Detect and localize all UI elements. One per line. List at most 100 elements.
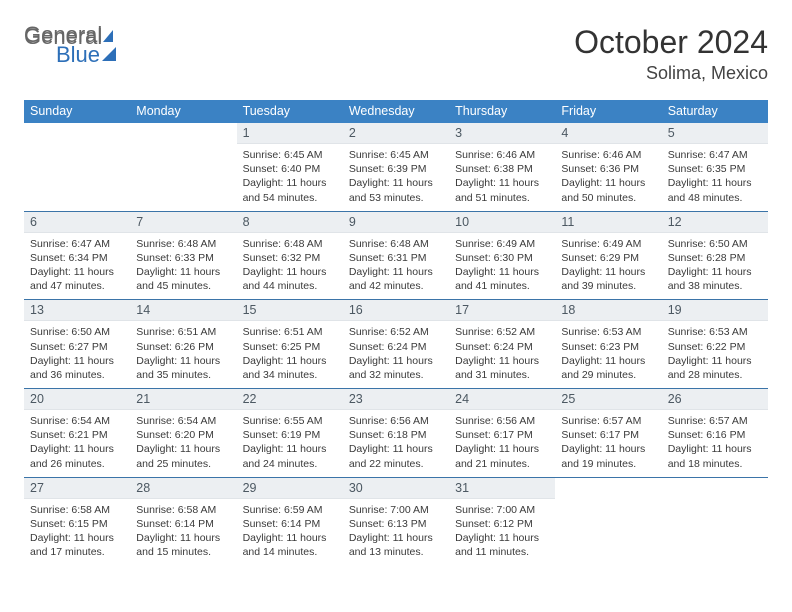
day-cell: 31Sunrise: 7:00 AMSunset: 6:12 PMDayligh… <box>449 478 555 566</box>
daylight-text: Daylight: 11 hours and 13 minutes. <box>349 531 443 559</box>
day-details: Sunrise: 6:45 AMSunset: 6:39 PMDaylight:… <box>343 144 449 211</box>
day-header: Saturday <box>662 100 768 123</box>
sunrise-text: Sunrise: 7:00 AM <box>455 503 549 517</box>
sunrise-text: Sunrise: 6:56 AM <box>455 414 549 428</box>
location-label: Solima, Mexico <box>574 63 768 84</box>
daylight-text: Daylight: 11 hours and 42 minutes. <box>349 265 443 293</box>
calendar: Sunday Monday Tuesday Wednesday Thursday… <box>24 100 768 565</box>
sunset-text: Sunset: 6:24 PM <box>455 340 549 354</box>
date-number: 27 <box>24 478 130 499</box>
day-details: Sunrise: 6:50 AMSunset: 6:28 PMDaylight:… <box>662 233 768 300</box>
day-cell: 23Sunrise: 6:56 AMSunset: 6:18 PMDayligh… <box>343 389 449 477</box>
sunrise-text: Sunrise: 6:48 AM <box>349 237 443 251</box>
date-number: 3 <box>449 123 555 144</box>
day-details: Sunrise: 6:48 AMSunset: 6:32 PMDaylight:… <box>237 233 343 300</box>
month-title: October 2024 <box>574 24 768 61</box>
sunset-text: Sunset: 6:28 PM <box>668 251 762 265</box>
day-details: Sunrise: 6:46 AMSunset: 6:36 PMDaylight:… <box>555 144 661 211</box>
sunrise-text: Sunrise: 6:55 AM <box>243 414 337 428</box>
sunrise-text: Sunrise: 6:52 AM <box>455 325 549 339</box>
daylight-text: Daylight: 11 hours and 21 minutes. <box>455 442 549 470</box>
day-cell: 22Sunrise: 6:55 AMSunset: 6:19 PMDayligh… <box>237 389 343 477</box>
daylight-text: Daylight: 11 hours and 48 minutes. <box>668 176 762 204</box>
date-number: 4 <box>555 123 661 144</box>
daylight-text: Daylight: 11 hours and 51 minutes. <box>455 176 549 204</box>
day-details: Sunrise: 6:54 AMSunset: 6:21 PMDaylight:… <box>24 410 130 477</box>
date-number: 28 <box>130 478 236 499</box>
daylight-text: Daylight: 11 hours and 11 minutes. <box>455 531 549 559</box>
sunset-text: Sunset: 6:32 PM <box>243 251 337 265</box>
day-cell: 18Sunrise: 6:53 AMSunset: 6:23 PMDayligh… <box>555 300 661 388</box>
sunrise-text: Sunrise: 6:47 AM <box>668 148 762 162</box>
sunrise-text: Sunrise: 6:45 AM <box>243 148 337 162</box>
sunrise-text: Sunrise: 6:54 AM <box>30 414 124 428</box>
date-number: 29 <box>237 478 343 499</box>
calendar-week: 20Sunrise: 6:54 AMSunset: 6:21 PMDayligh… <box>24 388 768 477</box>
day-details: Sunrise: 6:51 AMSunset: 6:25 PMDaylight:… <box>237 321 343 388</box>
day-cell: 15Sunrise: 6:51 AMSunset: 6:25 PMDayligh… <box>237 300 343 388</box>
header: General October 2024 Solima, Mexico <box>24 24 768 84</box>
day-cell: 29Sunrise: 6:59 AMSunset: 6:14 PMDayligh… <box>237 478 343 566</box>
day-cell: 20Sunrise: 6:54 AMSunset: 6:21 PMDayligh… <box>24 389 130 477</box>
day-cell: 21Sunrise: 6:54 AMSunset: 6:20 PMDayligh… <box>130 389 236 477</box>
sunset-text: Sunset: 6:21 PM <box>30 428 124 442</box>
sunset-text: Sunset: 6:35 PM <box>668 162 762 176</box>
day-details: Sunrise: 6:56 AMSunset: 6:18 PMDaylight:… <box>343 410 449 477</box>
date-number: 23 <box>343 389 449 410</box>
calendar-week: 27Sunrise: 6:58 AMSunset: 6:15 PMDayligh… <box>24 477 768 566</box>
day-cell: 24Sunrise: 6:56 AMSunset: 6:17 PMDayligh… <box>449 389 555 477</box>
day-cell: 12Sunrise: 6:50 AMSunset: 6:28 PMDayligh… <box>662 212 768 300</box>
sunset-text: Sunset: 6:18 PM <box>349 428 443 442</box>
daylight-text: Daylight: 11 hours and 38 minutes. <box>668 265 762 293</box>
day-details: Sunrise: 6:57 AMSunset: 6:17 PMDaylight:… <box>555 410 661 477</box>
day-cell: 13Sunrise: 6:50 AMSunset: 6:27 PMDayligh… <box>24 300 130 388</box>
sunset-text: Sunset: 6:36 PM <box>561 162 655 176</box>
day-cell <box>130 123 236 211</box>
daylight-text: Daylight: 11 hours and 47 minutes. <box>30 265 124 293</box>
day-header: Tuesday <box>237 100 343 123</box>
day-details: Sunrise: 6:57 AMSunset: 6:16 PMDaylight:… <box>662 410 768 477</box>
brand-logo-full: General Blue <box>24 24 116 66</box>
day-details: Sunrise: 6:49 AMSunset: 6:29 PMDaylight:… <box>555 233 661 300</box>
sunrise-text: Sunrise: 6:52 AM <box>349 325 443 339</box>
day-cell <box>662 478 768 566</box>
date-number: 11 <box>555 212 661 233</box>
date-number: 14 <box>130 300 236 321</box>
day-details: Sunrise: 6:52 AMSunset: 6:24 PMDaylight:… <box>343 321 449 388</box>
day-details: Sunrise: 6:52 AMSunset: 6:24 PMDaylight:… <box>449 321 555 388</box>
sunset-text: Sunset: 6:27 PM <box>30 340 124 354</box>
sunset-text: Sunset: 6:26 PM <box>136 340 230 354</box>
sunset-text: Sunset: 6:30 PM <box>455 251 549 265</box>
sunset-text: Sunset: 6:29 PM <box>561 251 655 265</box>
brand-text-blue: Blue <box>56 42 100 67</box>
daylight-text: Daylight: 11 hours and 18 minutes. <box>668 442 762 470</box>
date-number: 15 <box>237 300 343 321</box>
day-details: Sunrise: 7:00 AMSunset: 6:12 PMDaylight:… <box>449 499 555 566</box>
day-details: Sunrise: 6:53 AMSunset: 6:23 PMDaylight:… <box>555 321 661 388</box>
sunset-text: Sunset: 6:31 PM <box>349 251 443 265</box>
sunset-text: Sunset: 6:38 PM <box>455 162 549 176</box>
date-number: 18 <box>555 300 661 321</box>
date-number: 21 <box>130 389 236 410</box>
day-cell <box>24 123 130 211</box>
date-number: 20 <box>24 389 130 410</box>
day-cell: 27Sunrise: 6:58 AMSunset: 6:15 PMDayligh… <box>24 478 130 566</box>
sunset-text: Sunset: 6:17 PM <box>561 428 655 442</box>
day-header: Friday <box>555 100 661 123</box>
date-number: 1 <box>237 123 343 144</box>
day-cell: 17Sunrise: 6:52 AMSunset: 6:24 PMDayligh… <box>449 300 555 388</box>
sunset-text: Sunset: 6:22 PM <box>668 340 762 354</box>
sunset-text: Sunset: 6:24 PM <box>349 340 443 354</box>
date-number: 12 <box>662 212 768 233</box>
day-details: Sunrise: 6:48 AMSunset: 6:31 PMDaylight:… <box>343 233 449 300</box>
day-details: Sunrise: 6:48 AMSunset: 6:33 PMDaylight:… <box>130 233 236 300</box>
daylight-text: Daylight: 11 hours and 31 minutes. <box>455 354 549 382</box>
sunset-text: Sunset: 6:14 PM <box>243 517 337 531</box>
day-cell: 14Sunrise: 6:51 AMSunset: 6:26 PMDayligh… <box>130 300 236 388</box>
day-details: Sunrise: 6:50 AMSunset: 6:27 PMDaylight:… <box>24 321 130 388</box>
daylight-text: Daylight: 11 hours and 14 minutes. <box>243 531 337 559</box>
sunset-text: Sunset: 6:16 PM <box>668 428 762 442</box>
daylight-text: Daylight: 11 hours and 15 minutes. <box>136 531 230 559</box>
calendar-header-row: Sunday Monday Tuesday Wednesday Thursday… <box>24 100 768 123</box>
sunset-text: Sunset: 6:14 PM <box>136 517 230 531</box>
